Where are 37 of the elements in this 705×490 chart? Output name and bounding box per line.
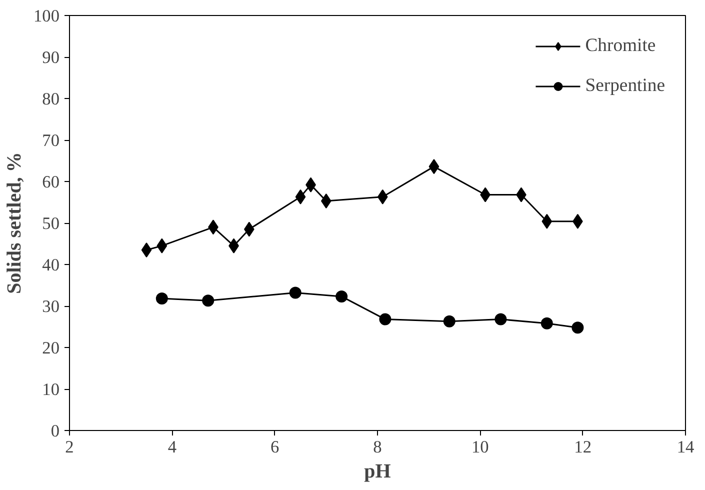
y-tick-label: 20 [42, 338, 60, 358]
point [443, 315, 456, 328]
x-tick-label: 10 [472, 438, 489, 456]
point [542, 214, 552, 229]
y-tick-label: 100 [34, 6, 60, 26]
point [141, 242, 152, 258]
x-tick-label: 14 [676, 438, 694, 456]
x-tick-label: 6 [270, 438, 280, 456]
point [377, 189, 388, 204]
y-tick-label: 40 [42, 256, 60, 274]
point [572, 322, 584, 334]
point [156, 292, 168, 305]
x-axis-title: pH [364, 460, 392, 482]
x-tick-label: 4 [168, 438, 177, 456]
x-tick-label: 12 [574, 438, 592, 456]
y-axis-title: Solids settled, % [4, 152, 26, 294]
y-tick-label: 50 [42, 214, 60, 233]
y-tick-label: 70 [42, 131, 60, 150]
y-tick-label: 80 [42, 90, 60, 108]
point [428, 159, 440, 174]
legend-label: Serpentine [585, 75, 665, 97]
point [494, 313, 507, 326]
y-tick-label: 30 [42, 297, 60, 316]
y-tick-label: 0 [50, 422, 60, 440]
point [289, 286, 302, 299]
point [336, 290, 348, 302]
y-tick-label: 10 [42, 380, 60, 399]
x-tick-label: 8 [373, 438, 382, 456]
y-tick-label: 90 [42, 48, 60, 67]
y-tick-label: 60 [42, 172, 60, 192]
point [156, 238, 168, 254]
x-tick-label: 2 [65, 438, 74, 456]
point [202, 294, 214, 307]
legend-label: Chromite [585, 35, 656, 57]
point [540, 317, 553, 330]
point [379, 313, 392, 326]
point [295, 189, 306, 204]
